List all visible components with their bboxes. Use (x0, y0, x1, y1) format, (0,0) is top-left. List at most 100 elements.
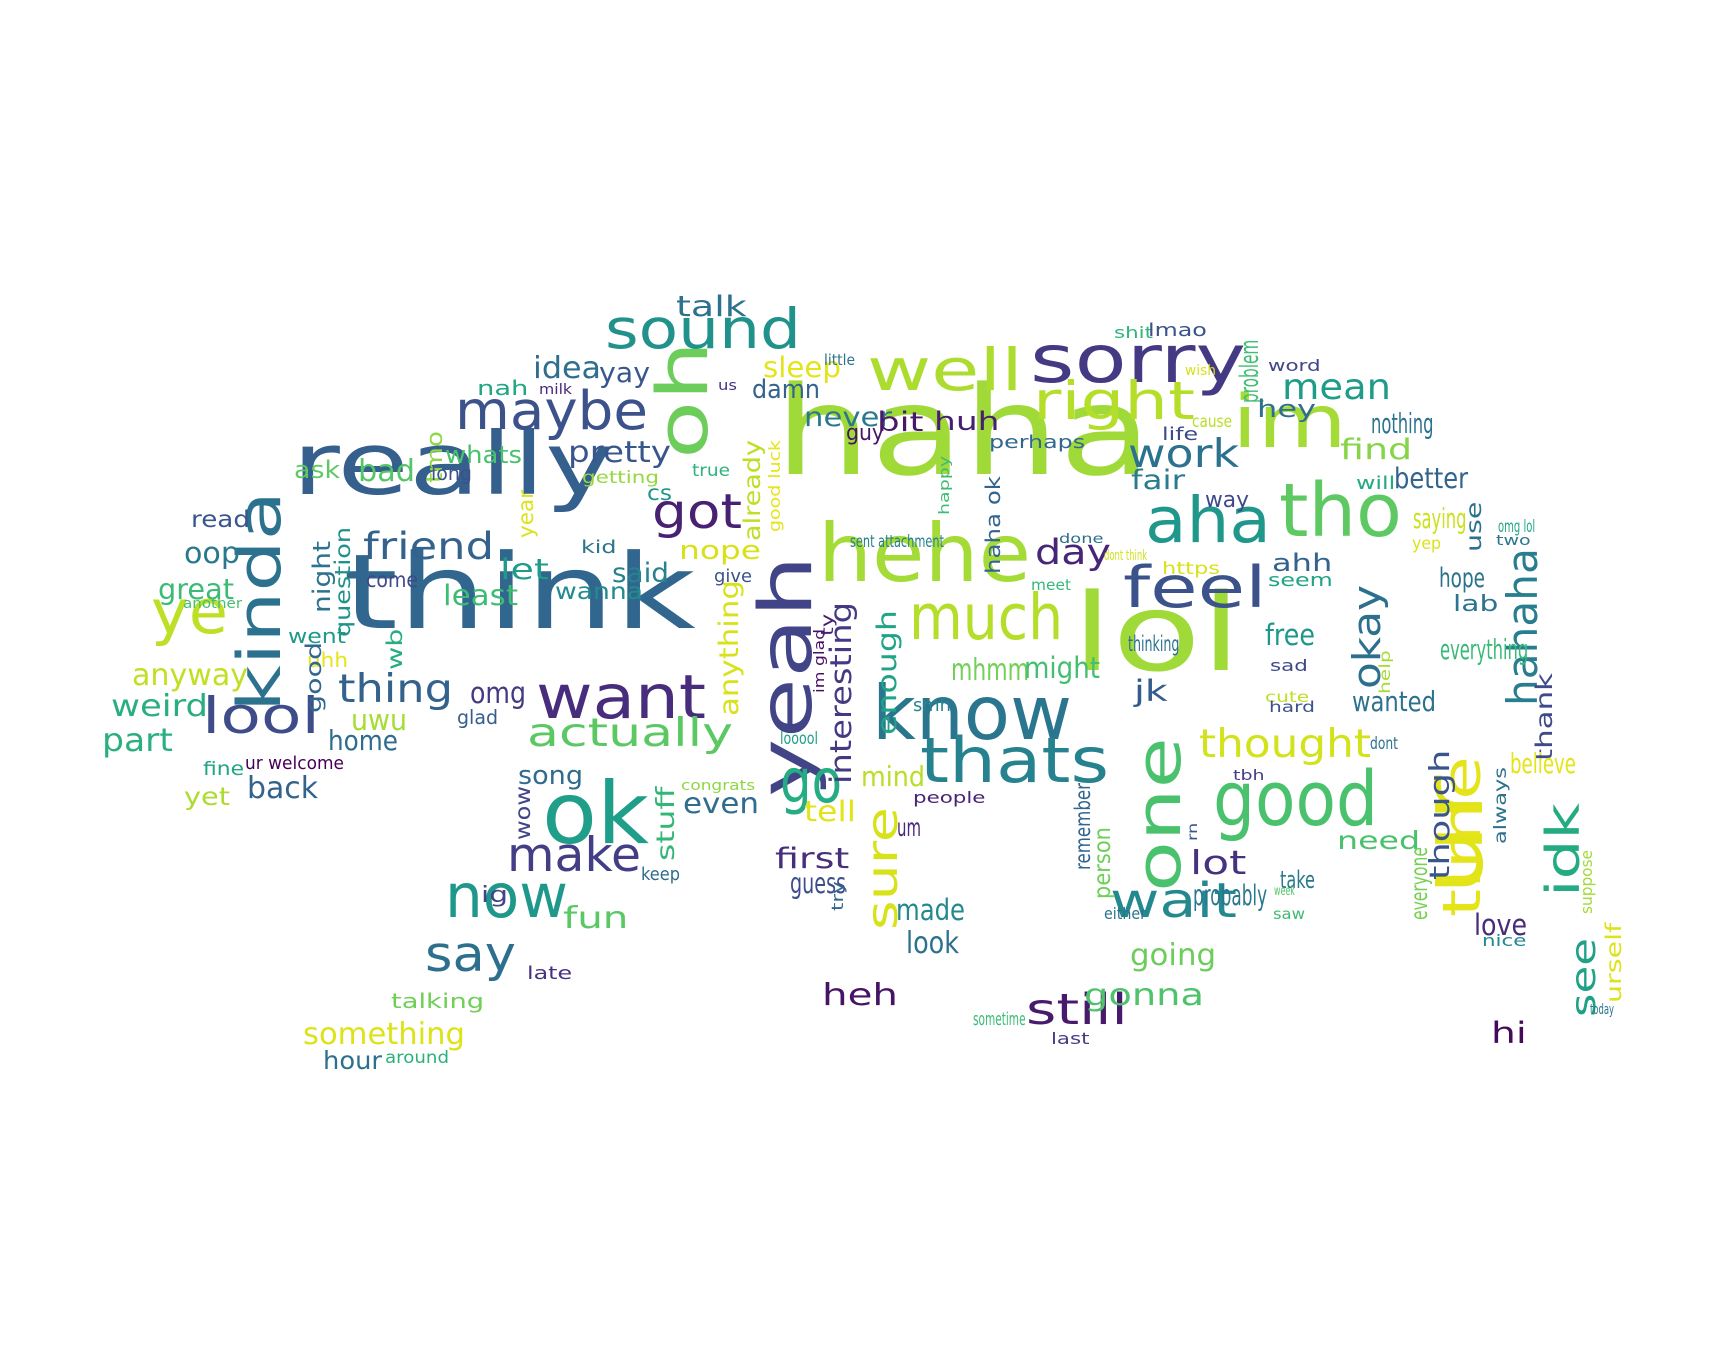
word-always: always (1490, 767, 1510, 844)
word-keep: keep (641, 865, 680, 886)
word-thought: thought (1199, 720, 1371, 767)
word-thing: thing (338, 666, 454, 712)
word-cs: cs (647, 480, 673, 506)
word-anyway: anyway (132, 657, 249, 693)
word-sound: sound (605, 298, 802, 363)
word-true: true (692, 460, 730, 481)
word-haha: haha (775, 360, 1152, 504)
word-will: will (1356, 474, 1396, 495)
word-fine: fine (203, 759, 244, 781)
word-nothing: nothing (1371, 408, 1434, 440)
word-probably: probably (1193, 878, 1268, 912)
word-guy: guy (846, 420, 884, 446)
word-jk: jk (1134, 673, 1168, 708)
word-hey: hey (1257, 394, 1317, 423)
word-happy: happy (937, 455, 953, 515)
word-around: around (385, 1047, 450, 1068)
word-anything: anything (714, 580, 745, 716)
word-thinking: thinking (1128, 631, 1180, 657)
word-good: good (1213, 754, 1379, 843)
word-urself: urself (1601, 922, 1626, 1003)
word-year: year (513, 489, 538, 538)
word-part: part (102, 722, 173, 759)
word-kid: kid (581, 538, 617, 559)
word-sent-attachment: sent attachment (850, 531, 945, 552)
word-friend: friend (363, 524, 495, 568)
word-one: one (1123, 737, 1195, 892)
word-actually: actually (527, 710, 733, 756)
word-ty: ty (817, 613, 837, 636)
word-much: much (909, 580, 1064, 655)
word-guess: guess (790, 866, 847, 900)
word-good-luck: good luck (765, 439, 784, 532)
word-never: never (804, 401, 893, 433)
word-talk: talk (676, 289, 747, 323)
word-hard: hard (1269, 698, 1315, 717)
word-mean: mean (1282, 366, 1391, 408)
word-dont-think: dont think (1104, 548, 1148, 565)
word-rn: rn (1186, 822, 1201, 841)
word-want: want (536, 663, 707, 734)
word-maybe: maybe (455, 379, 649, 443)
word-sleep: sleep (763, 350, 842, 384)
word-went: went (288, 624, 346, 649)
word-wow: wow (510, 785, 535, 840)
word-im-glad: im glad (812, 628, 828, 693)
word-um: um (897, 812, 922, 842)
word-pretty: pretty (568, 434, 672, 469)
word-still: still (1026, 984, 1128, 1035)
word-meet: meet (1031, 576, 1072, 595)
word-make: make (507, 828, 641, 884)
word-free: free (1265, 617, 1315, 652)
word-omg: omg (470, 675, 526, 710)
word-said: said (612, 557, 669, 589)
word-ahh: ahh (1272, 548, 1333, 577)
word-thats: thats (920, 724, 1110, 798)
word-yay: yay (599, 357, 650, 389)
word-love: love (1474, 907, 1528, 942)
word-try: try (828, 881, 847, 911)
word-let: let (500, 552, 549, 586)
word-suppose: suppose (1577, 850, 1596, 914)
word-ig: ig (481, 882, 509, 908)
word-today: today (1590, 1002, 1615, 1019)
word-lab: lab (1453, 591, 1499, 617)
word-use: use (1461, 501, 1486, 552)
word-know: know (872, 669, 1073, 757)
word-nope: nope (679, 535, 762, 566)
word-glad: glad (457, 706, 498, 730)
word-oop: oop (184, 535, 241, 570)
word-problem: problem (1235, 339, 1265, 403)
word-believe: believe (1510, 748, 1576, 780)
word-little: little (824, 351, 855, 370)
word-people: people (913, 788, 986, 808)
word-something: something (303, 1016, 465, 1052)
word-bit: bit (877, 406, 924, 438)
word-shit: shit (1114, 323, 1154, 343)
word-uwu: uwu (351, 702, 408, 737)
word-perhaps: perhaps (989, 433, 1086, 454)
word-ur-welcome: ur welcome (245, 754, 344, 775)
word-ask: ask (294, 455, 341, 484)
word-wish: wish (1185, 363, 1216, 380)
word-person: person (1090, 827, 1116, 899)
word-looool: looool (780, 728, 818, 749)
word-late: late (527, 964, 573, 985)
word-day: day (1035, 532, 1112, 573)
word-say: say (425, 925, 516, 984)
word-cute: cute (1265, 688, 1310, 707)
word-uhh: uhh (307, 648, 348, 673)
word-huh: huh (934, 406, 1000, 437)
word-hi: hi (1491, 1015, 1527, 1050)
word-im: im (1232, 379, 1348, 465)
word-nah: nah (477, 376, 529, 401)
word-come: come (366, 567, 418, 593)
word-omg-lol: omg lol (1498, 516, 1536, 537)
word-got: got (652, 484, 743, 541)
word-bad: bad (358, 453, 415, 489)
word-tell: tell (804, 794, 856, 828)
word-saying: saying (1413, 503, 1467, 535)
word-wanted: wanted (1352, 686, 1436, 718)
word-lol: lol (1072, 571, 1242, 697)
